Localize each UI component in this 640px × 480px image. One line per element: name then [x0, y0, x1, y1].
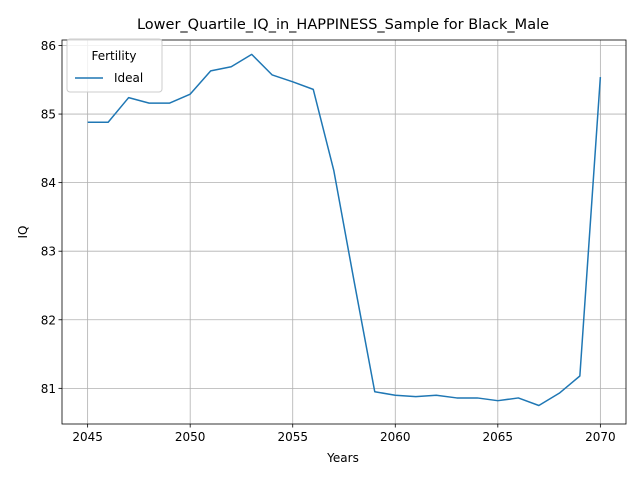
y-tick-label: 81	[41, 382, 56, 396]
chart-title: Lower_Quartile_IQ_in_HAPPINESS_Sample fo…	[137, 17, 549, 33]
x-tick-label: 2060	[380, 430, 411, 444]
x-tick-label: 2050	[175, 430, 206, 444]
y-tick-label: 83	[41, 245, 56, 259]
ticks: 2045 2050 2055 2060 2065 2070 81 82 83 84 85 86	[41, 39, 616, 444]
y-tick-label: 84	[41, 176, 56, 190]
x-tick-label: 2045	[72, 430, 103, 444]
y-tick-label: 82	[41, 313, 56, 327]
y-tick-label: 85	[41, 108, 56, 122]
legend-title: Fertility	[91, 49, 136, 63]
x-tick-label: 2070	[585, 430, 616, 444]
series-layer	[87, 53, 602, 407]
x-tick-label: 2055	[277, 430, 308, 444]
plot-frame	[61, 39, 627, 425]
y-axis-label: IQ	[16, 226, 30, 239]
grid	[62, 40, 626, 424]
axes	[61, 39, 627, 425]
y-tick-label: 86	[41, 39, 56, 53]
legend: Fertility Ideal	[66, 38, 163, 93]
legend-entry-ideal: Ideal	[114, 71, 143, 85]
x-tick-label: 2065	[483, 430, 514, 444]
series-line-ideal	[87, 53, 602, 407]
x-axis-label: Years	[326, 451, 359, 465]
